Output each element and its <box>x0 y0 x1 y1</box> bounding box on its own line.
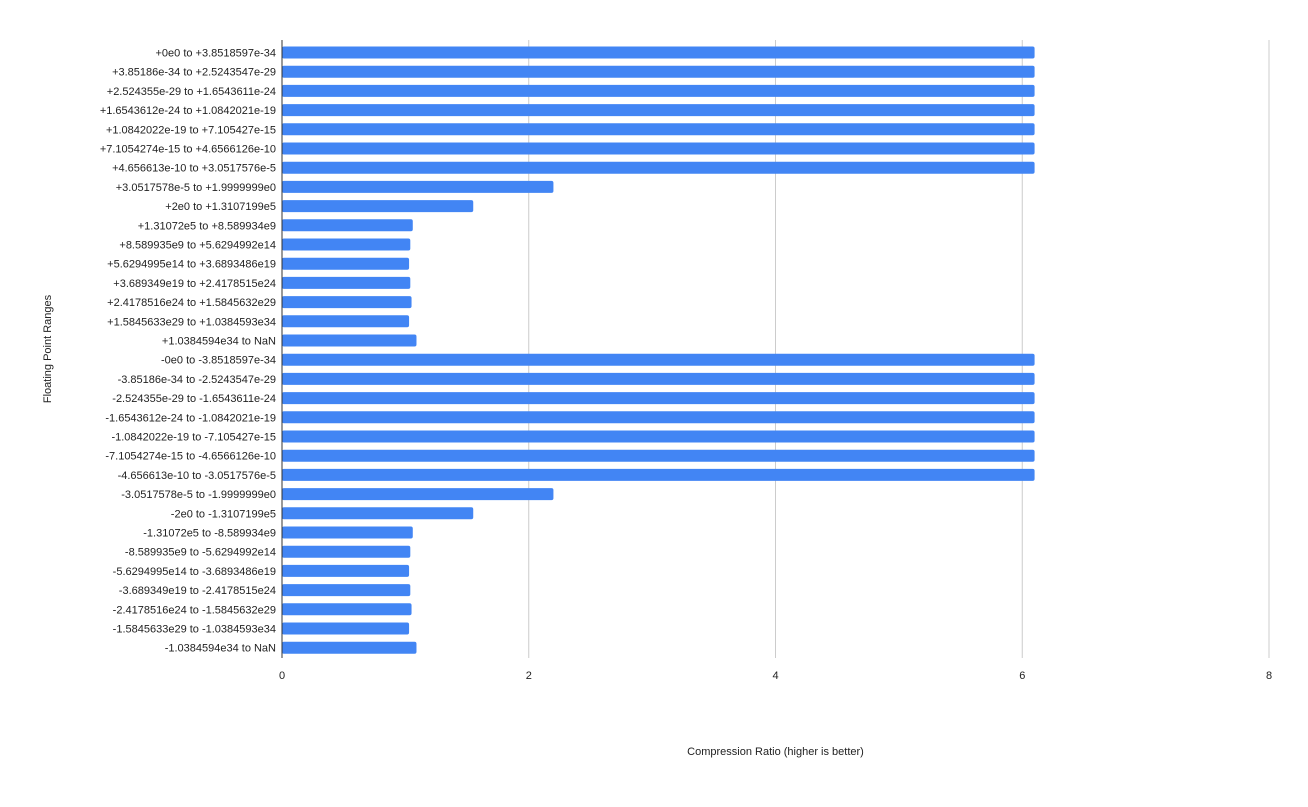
bar <box>282 123 1035 136</box>
category-label: +3.689349e19 to +2.4178515e24 <box>113 278 276 290</box>
category-label: +4.656613e-10 to +3.0517576e-5 <box>112 163 276 175</box>
bar <box>282 430 1035 443</box>
category-labels: +0e0 to +3.8518597e-34 +3.85186e-34 to +2… <box>100 48 276 655</box>
bar <box>282 334 417 347</box>
category-label: +2e0 to +1.3107199e5 <box>165 201 276 213</box>
bar <box>282 65 1035 78</box>
category-label: -2e0 to -1.3107199e5 <box>171 508 276 520</box>
category-label: -5.6294995e14 to -3.6893486e19 <box>113 566 276 578</box>
category-label: +5.6294995e14 to +3.6893486e19 <box>107 259 276 271</box>
category-label: -3.85186e-34 to -2.5243547e-29 <box>118 374 276 386</box>
category-label: -3.689349e19 to -2.4178515e24 <box>119 585 276 597</box>
bar <box>282 449 1035 462</box>
category-label: -0e0 to -3.8518597e-34 <box>161 355 276 367</box>
bar <box>282 392 1035 405</box>
x-axis-title: Compression Ratio (higher is better) <box>687 746 864 758</box>
bar <box>282 161 1035 174</box>
bar <box>282 564 410 577</box>
bar <box>282 276 411 289</box>
x-tick-label: 0 <box>279 670 285 682</box>
category-label: +2.524355e-29 to +1.6543611e-24 <box>107 86 276 98</box>
bar <box>282 507 474 520</box>
bar <box>282 526 413 539</box>
category-label: +1.0384594e34 to NaN <box>162 336 276 348</box>
bar <box>282 315 410 328</box>
bar <box>282 353 1035 366</box>
bar <box>282 238 411 251</box>
category-label: +8.589935e9 to +5.6294992e14 <box>119 240 276 252</box>
x-tick-label: 8 <box>1266 670 1272 682</box>
category-label: +1.6543612e-24 to +1.0842021e-19 <box>100 105 276 117</box>
category-label: -1.0842022e-19 to -7.105427e-15 <box>111 432 276 444</box>
category-label: -1.31072e5 to -8.589934e9 <box>143 528 276 540</box>
category-label: +0e0 to +3.8518597e-34 <box>155 48 276 60</box>
bar <box>282 257 410 270</box>
bar <box>282 622 410 635</box>
bar <box>282 180 554 193</box>
category-label: -7.1054274e-15 to -4.6566126e-10 <box>105 451 276 463</box>
bar <box>282 296 412 309</box>
bar <box>282 603 412 616</box>
bar <box>282 411 1035 424</box>
category-label: -3.0517578e-5 to -1.9999999e0 <box>121 489 276 501</box>
bar <box>282 545 411 558</box>
category-label: -8.589935e9 to -5.6294992e14 <box>125 547 276 559</box>
category-label: -1.5845633e29 to -1.0384593e34 <box>113 624 276 636</box>
category-label: +2.4178516e24 to +1.5845632e29 <box>107 297 276 309</box>
x-tick-label: 4 <box>772 670 778 682</box>
bar <box>282 104 1035 117</box>
category-label: -1.6543612e-24 to -1.0842021e-19 <box>105 412 276 424</box>
x-tick-label: 6 <box>1019 670 1025 682</box>
category-label: -1.0384594e34 to NaN <box>165 643 276 655</box>
bar <box>282 584 411 597</box>
bar <box>282 488 554 501</box>
category-label: +3.85186e-34 to +2.5243547e-29 <box>112 67 276 79</box>
category-label: -4.656613e-10 to -3.0517576e-5 <box>118 470 276 482</box>
x-tick-label: 2 <box>526 670 532 682</box>
bar <box>282 372 1035 385</box>
bar <box>282 200 474 213</box>
bar <box>282 641 417 654</box>
category-label: -2.524355e-29 to -1.6543611e-24 <box>112 393 276 405</box>
bar <box>282 219 413 232</box>
category-label: +7.1054274e-15 to +4.6566126e-10 <box>100 144 276 156</box>
category-label: +1.31072e5 to +8.589934e9 <box>138 220 276 232</box>
category-label: +3.0517578e-5 to +1.9999999e0 <box>116 182 276 194</box>
bar <box>282 468 1035 481</box>
bars <box>282 46 1035 654</box>
category-label: +1.5845633e29 to +1.0384593e34 <box>107 316 276 328</box>
bar <box>282 84 1035 97</box>
bar <box>282 142 1035 155</box>
bar <box>282 46 1035 59</box>
category-label: +1.0842022e-19 to +7.105427e-15 <box>106 124 276 136</box>
x-tick-labels: 0 2 4 6 8 <box>279 670 1272 682</box>
category-label: -2.4178516e24 to -1.5845632e29 <box>113 604 276 616</box>
y-axis-title: Floating Point Ranges <box>42 294 54 403</box>
